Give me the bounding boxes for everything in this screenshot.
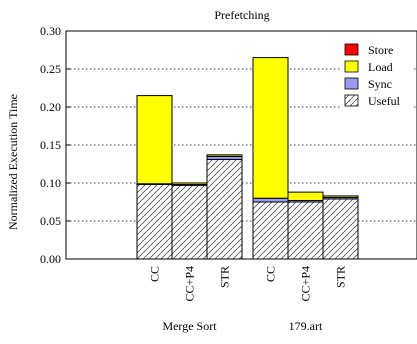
x-tick-labels: CC CC+P4 STR CC CC+P4 STR (148, 266, 348, 301)
chart-title: Prefetching (214, 8, 269, 22)
legend-label-load: Load (368, 60, 393, 74)
x-tick-label: CC+P4 (183, 266, 197, 301)
bar-segment-useful (136, 184, 173, 260)
x-tick-label: STR (334, 266, 348, 288)
legend-label-sync: Sync (368, 77, 392, 91)
y-tick-label: 0.05 (40, 214, 61, 228)
plot-frame (65, 30, 417, 260)
y-axis-label: Normalized Execution Time (6, 94, 20, 230)
bar-segment-load (287, 191, 324, 201)
legend-label-useful: Useful (368, 94, 401, 108)
y-tick-label: 0.15 (40, 138, 61, 152)
y-tick-label: 0.10 (40, 176, 61, 190)
x-tick-label: CC (148, 266, 162, 282)
legend-swatch-sync (344, 77, 359, 90)
y-tick-label: 0.00 (40, 252, 61, 266)
y-tick-label: 0.25 (40, 62, 61, 76)
y-tick-label: 0.30 (40, 24, 61, 38)
x-tick-label: STR (218, 266, 232, 288)
legend-swatch-useful (344, 94, 359, 107)
bar-segment-load (322, 195, 359, 198)
bar-segment-load (206, 154, 243, 157)
x-tick-label: CC+P4 (299, 266, 313, 301)
group-label: Merge Sort (162, 319, 217, 333)
bar-segment-load (252, 57, 289, 199)
y-tick-labels: 0.00 0.05 0.10 0.15 0.20 0.25 0.30 (40, 24, 61, 266)
bar-segment-useful (287, 201, 324, 260)
bar-segment-load (171, 182, 208, 186)
bar-segment-useful (322, 198, 359, 260)
legend: Store Load Sync Useful (340, 41, 412, 113)
group-labels: Merge Sort 179.art (162, 319, 323, 333)
bars (136, 57, 359, 260)
legend-swatch-load (344, 60, 359, 73)
x-tick-label: CC (264, 266, 278, 282)
bar-segment-useful (252, 201, 289, 260)
legend-swatch-store (344, 43, 359, 56)
group-label: 179.art (289, 319, 323, 333)
bar-segment-useful (171, 184, 208, 260)
bar-segment-load (136, 95, 173, 185)
bar-segment-sync (252, 197, 289, 203)
bar-segment-useful (206, 158, 243, 260)
legend-label-store: Store (368, 43, 393, 57)
y-tick-label: 0.20 (40, 100, 61, 114)
